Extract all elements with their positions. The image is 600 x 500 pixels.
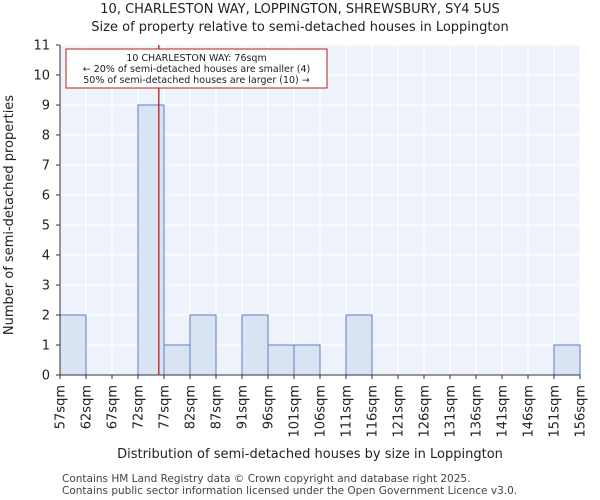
bar [241, 314, 269, 376]
x-tick-label: 77sqm [158, 385, 173, 429]
x-tick-label: 62sqm [80, 385, 95, 429]
x-tick-label: 96sqm [262, 385, 277, 429]
annotation-line: ← 20% of semi-detached houses are smalle… [83, 64, 311, 75]
bar [267, 344, 295, 376]
chart-subtitle: Size of property relative to semi-detach… [91, 20, 509, 35]
chart-title: 10, CHARLESTON WAY, LOPPINGTON, SHREWSBU… [100, 2, 500, 17]
y-tick-label: 7 [42, 159, 50, 174]
y-tick-label: 3 [42, 279, 50, 294]
x-tick-label: 106sqm [314, 385, 329, 438]
y-tick-label: 5 [42, 219, 50, 234]
bar [137, 104, 165, 376]
bar [59, 314, 87, 376]
footer-licence: Contains public sector information licen… [62, 485, 518, 497]
x-tick-label: 91sqm [236, 385, 251, 429]
y-tick-label: 8 [42, 129, 50, 144]
y-tick-label: 0 [42, 369, 50, 384]
y-axis-label: Number of semi-detached properties [2, 95, 17, 335]
bar [163, 344, 191, 376]
x-axis-label: Distribution of semi-detached houses by … [117, 447, 503, 462]
annotation-line: 10 CHARLESTON WAY: 76sqm [126, 53, 266, 64]
x-tick-label: 156sqm [574, 385, 589, 438]
footer-copyright: Contains HM Land Registry data © Crown c… [62, 473, 471, 485]
x-tick-label: 82sqm [184, 385, 199, 429]
annotation-line: 50% of semi-detached houses are larger (… [83, 75, 310, 86]
y-tick-label: 2 [42, 309, 50, 324]
x-tick-label: 121sqm [392, 385, 407, 438]
y-tick-label: 4 [42, 249, 50, 264]
bar [189, 314, 217, 376]
x-tick-label: 72sqm [132, 385, 147, 429]
x-tick-label: 57sqm [54, 385, 69, 429]
x-tick-label: 131sqm [444, 385, 459, 438]
y-tick-labels: 0 1 2 3 4 5 6 7 8 9 10 11 [33, 39, 60, 384]
annotation-box: 10 CHARLESTON WAY: 76sqm← 20% of semi-de… [65, 48, 328, 89]
x-tick-label: 87sqm [210, 385, 225, 429]
annotation-border [65, 48, 328, 89]
x-tick-label: 136sqm [470, 385, 485, 438]
x-tick-label: 141sqm [496, 385, 511, 438]
y-tick-label: 11 [33, 39, 50, 54]
x-tick-label: 146sqm [522, 385, 537, 438]
x-tick-label: 67sqm [106, 385, 121, 429]
bars [59, 104, 581, 376]
y-tick-label: 1 [42, 339, 50, 354]
x-tick-label: 151sqm [548, 385, 563, 438]
bar [345, 314, 373, 376]
x-tick-label: 101sqm [288, 385, 303, 438]
bar [293, 344, 321, 376]
bar [553, 344, 581, 376]
x-tick-label: 126sqm [418, 385, 433, 438]
y-tick-label: 10 [33, 69, 50, 84]
y-tick-label: 9 [42, 99, 50, 114]
x-tick-label: 116sqm [366, 385, 381, 438]
x-tick-labels: 57sqm 62sqm 67sqm 72sqm 77sqm 82sqm 87sqm 91sqm… [54, 375, 589, 438]
y-tick-label: 6 [42, 189, 50, 204]
x-tick-label: 111sqm [340, 385, 355, 438]
